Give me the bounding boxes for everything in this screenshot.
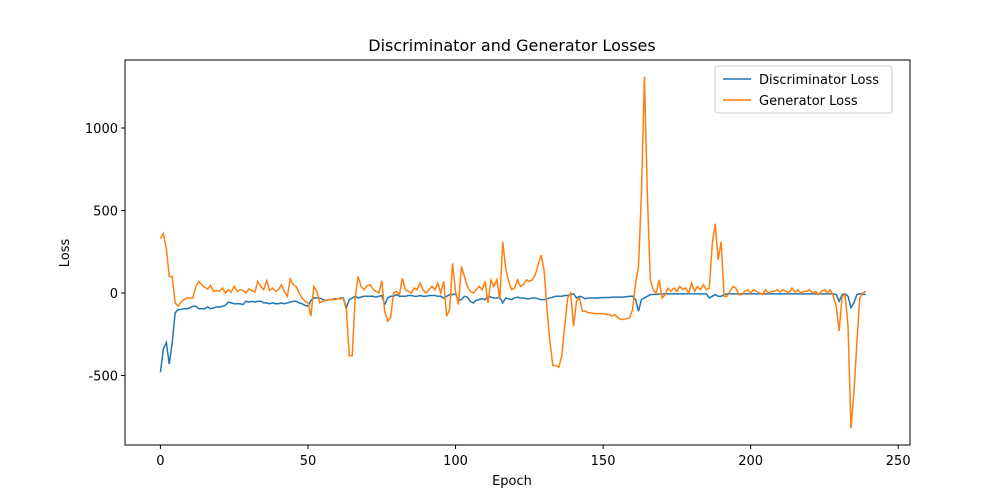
x-tick-label: 200 [738, 454, 763, 469]
y-tick-label: 500 [93, 205, 118, 220]
legend-label: Generator Loss [759, 94, 858, 109]
x-tick-label: 100 [443, 454, 468, 469]
legend-label: Discriminator Loss [759, 73, 879, 88]
series-line [159, 76, 867, 429]
x-tick-label: 50 [300, 454, 317, 469]
y-tick-label: 1000 [85, 122, 118, 137]
plot-frame [124, 59, 911, 446]
y-axis-label: Loss [58, 239, 73, 268]
y-tick-label: 0 [110, 287, 118, 302]
x-tick-label: 150 [591, 454, 616, 469]
chart-title: Discriminator and Generator Losses [368, 36, 655, 55]
series-line [159, 292, 866, 373]
x-tick-label: 250 [886, 454, 911, 469]
legend: Discriminator Loss Generator Loss [714, 65, 893, 114]
legend-box [714, 65, 893, 114]
y-tick-label: -500 [88, 370, 118, 385]
x-tick-label: 0 [156, 454, 164, 469]
x-axis-label: Epoch [492, 474, 532, 489]
